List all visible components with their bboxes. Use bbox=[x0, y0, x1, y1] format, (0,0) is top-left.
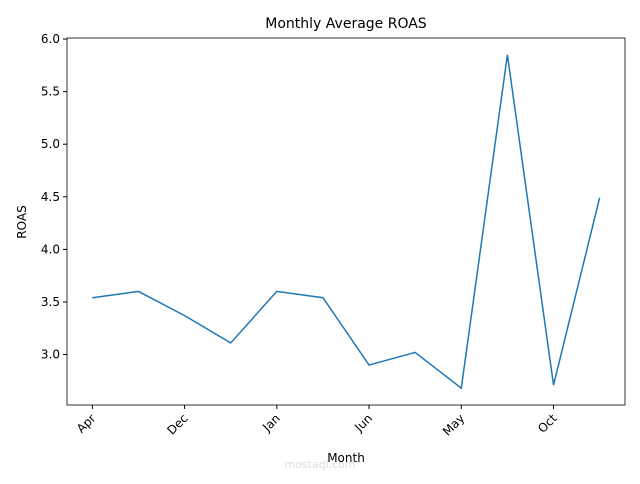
line bbox=[92, 54, 601, 390]
axes-frame bbox=[66, 37, 626, 406]
chart-title: Monthly Average ROAS bbox=[265, 16, 427, 32]
watermark: mostaql.com bbox=[284, 458, 355, 471]
y-tick-label: 4.0 bbox=[41, 242, 60, 256]
y-tick-label: 5.0 bbox=[41, 137, 60, 151]
y-tick-label: 6.0 bbox=[41, 32, 60, 46]
y-tick-label: 3.0 bbox=[41, 348, 60, 362]
y-axis-label: ROAS bbox=[15, 205, 29, 238]
x-axis-label: Month bbox=[327, 451, 365, 465]
y-tick-label: 5.5 bbox=[41, 85, 60, 99]
y-tick-label: 3.5 bbox=[41, 295, 60, 309]
y-tick-label: 4.5 bbox=[41, 190, 60, 204]
